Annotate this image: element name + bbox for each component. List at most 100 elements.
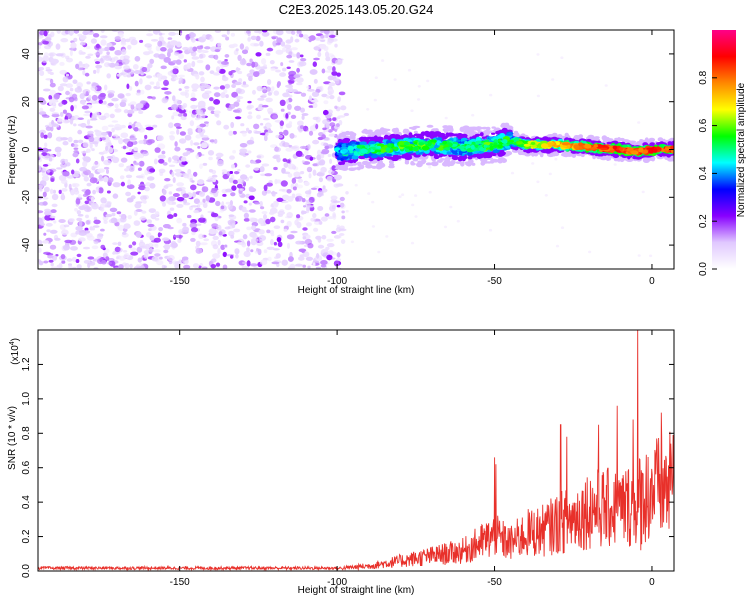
heatmap-cell bbox=[251, 61, 256, 68]
heatmap-cell bbox=[146, 33, 154, 37]
heatmap-cell bbox=[253, 71, 260, 77]
heatmap-cell bbox=[64, 239, 73, 244]
heatmap-cell bbox=[98, 187, 104, 194]
heatmap-cell bbox=[414, 194, 418, 197]
heatmap-cell bbox=[83, 113, 91, 117]
heatmap-cell bbox=[237, 169, 241, 172]
heatmap-cell bbox=[362, 128, 369, 134]
heatmap-cell bbox=[204, 90, 212, 94]
heatmap-cell bbox=[451, 155, 459, 161]
heatmap-cell bbox=[135, 92, 141, 96]
heatmap-cell bbox=[139, 239, 144, 244]
heatmap-cell bbox=[259, 259, 268, 266]
heatmap-cell bbox=[174, 51, 180, 56]
heatmap-cell bbox=[316, 253, 320, 259]
heatmap-cell bbox=[138, 185, 146, 191]
heatmap-cell bbox=[216, 120, 222, 126]
heatmap-cell bbox=[146, 219, 152, 224]
heatmap-cell bbox=[122, 145, 127, 150]
heatmap-cell bbox=[256, 85, 263, 92]
heatmap-cell bbox=[259, 238, 264, 244]
heatmap-cell bbox=[193, 209, 199, 214]
heatmap-cell bbox=[162, 245, 171, 249]
heatmap-cell bbox=[195, 109, 204, 115]
heatmap-cell bbox=[197, 48, 203, 53]
heatmap-cell bbox=[61, 179, 68, 184]
heatmap-cell bbox=[226, 30, 230, 35]
heatmap-cell bbox=[44, 37, 52, 42]
heatmap-cell bbox=[291, 193, 296, 199]
heatmap-cell bbox=[192, 191, 196, 198]
heatmap-cell bbox=[291, 177, 297, 184]
heatmap-cell bbox=[254, 201, 260, 205]
heatmap-cell bbox=[414, 215, 418, 218]
heatmap-cell bbox=[189, 222, 197, 229]
heatmap-cell bbox=[108, 131, 112, 138]
heatmap-cell bbox=[50, 209, 57, 214]
heatmap-cell bbox=[89, 142, 93, 149]
heatmap-cell bbox=[148, 208, 156, 214]
heatmap-cell bbox=[40, 99, 47, 105]
heatmap-cell bbox=[162, 189, 167, 196]
heatmap-cell bbox=[156, 260, 164, 266]
heatmap-cell bbox=[216, 224, 222, 231]
heatmap-cell bbox=[63, 224, 70, 228]
heatmap-cell bbox=[317, 206, 324, 211]
heatmap-cell bbox=[337, 252, 341, 258]
heatmap-cell bbox=[379, 157, 384, 161]
heatmap-cell bbox=[211, 187, 219, 191]
heatmap-cell bbox=[144, 134, 148, 140]
heatmap-cell bbox=[93, 69, 97, 74]
heatmap-cell bbox=[199, 191, 205, 197]
heatmap-cell bbox=[336, 204, 341, 208]
heatmap-cell bbox=[73, 123, 77, 127]
heatmap-cell bbox=[106, 73, 111, 79]
heatmap-cell bbox=[122, 72, 128, 78]
heatmap-cell bbox=[491, 126, 496, 129]
heatmap-cell bbox=[217, 42, 222, 47]
heatmap-cell bbox=[76, 264, 82, 269]
heatmap-cell bbox=[547, 134, 554, 137]
heatmap-cell bbox=[45, 67, 51, 70]
heatmap-cell bbox=[181, 156, 187, 162]
heatmap-cell bbox=[255, 159, 262, 164]
heatmap-cell bbox=[85, 91, 89, 96]
heatmap-cell bbox=[104, 84, 108, 91]
heatmap-cell bbox=[253, 266, 258, 269]
heatmap-cell bbox=[228, 214, 235, 217]
heatmap-cell bbox=[139, 89, 145, 95]
heatmap-cell bbox=[335, 59, 343, 65]
heatmap-cell bbox=[371, 131, 375, 135]
heatmap-cell bbox=[341, 161, 345, 165]
heatmap-cell bbox=[243, 250, 251, 258]
heatmap-cell bbox=[49, 244, 57, 250]
heatmap-cell bbox=[75, 226, 83, 231]
heatmap-cell bbox=[237, 54, 242, 62]
heatmap-cell bbox=[193, 263, 199, 269]
heatmap-cell bbox=[38, 247, 42, 253]
heatmap-cell bbox=[128, 86, 133, 91]
heatmap-cell bbox=[175, 187, 183, 192]
heatmap-cell bbox=[126, 197, 134, 203]
heatmap-cell bbox=[156, 73, 163, 79]
heatmap-cell bbox=[77, 139, 84, 144]
heatmap-cell bbox=[38, 44, 41, 50]
heatmap-cell bbox=[71, 256, 77, 262]
heatmap-cell bbox=[129, 167, 135, 172]
heatmap-cell bbox=[92, 141, 99, 145]
heatmap-cell bbox=[69, 50, 73, 57]
heatmap-cell bbox=[443, 157, 451, 162]
heatmap-cell bbox=[126, 184, 135, 190]
heatmap-cell bbox=[326, 254, 333, 261]
heatmap-cell bbox=[92, 225, 100, 228]
heatmap-cell bbox=[312, 163, 318, 167]
heatmap-cell bbox=[55, 53, 64, 57]
heatmap-cell bbox=[92, 189, 96, 195]
heatmap-cell bbox=[106, 51, 110, 55]
heatmap-cell bbox=[210, 264, 217, 269]
heatmap-cell bbox=[324, 213, 330, 217]
heatmap-cell bbox=[51, 203, 58, 208]
heatmap-cell bbox=[48, 259, 54, 263]
heatmap-cell bbox=[109, 207, 118, 212]
heatmap-cell bbox=[275, 49, 284, 55]
